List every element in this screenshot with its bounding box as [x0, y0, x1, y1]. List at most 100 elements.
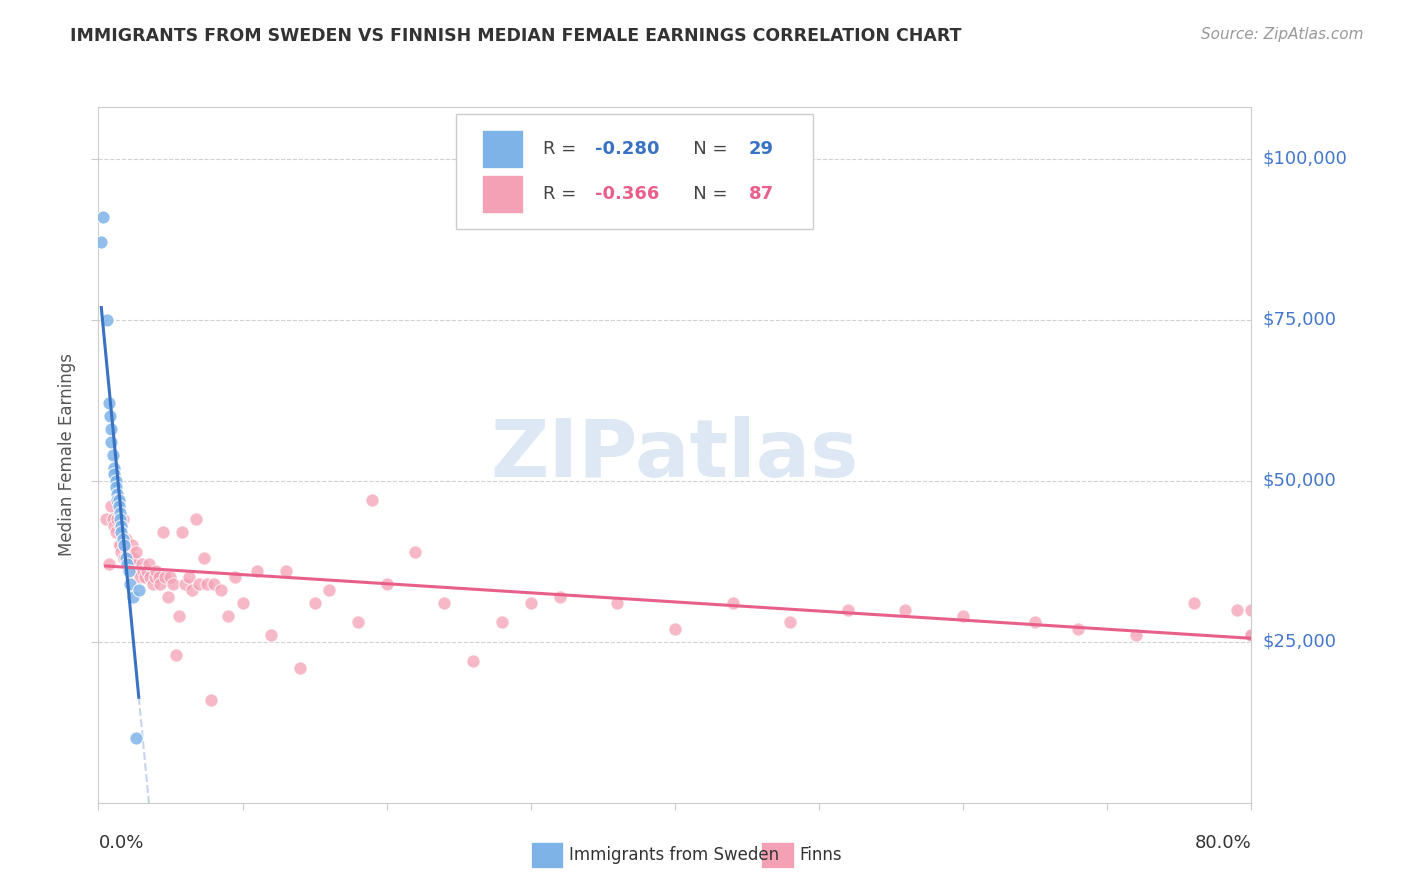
- Text: 0.0%: 0.0%: [98, 834, 143, 852]
- Point: [1240, 628, 1263, 642]
- Point: [664, 622, 686, 636]
- Text: $25,000: $25,000: [1263, 632, 1337, 651]
- Point: [193, 551, 215, 566]
- Point: [128, 564, 150, 578]
- Point: [108, 506, 131, 520]
- Point: [202, 576, 225, 591]
- Point: [108, 512, 131, 526]
- Point: [461, 654, 484, 668]
- Text: 87: 87: [748, 185, 773, 203]
- Y-axis label: Median Female Earnings: Median Female Earnings: [58, 353, 76, 557]
- Point: [100, 500, 122, 514]
- Point: [105, 486, 128, 500]
- Point: [107, 500, 129, 514]
- Point: [405, 544, 427, 558]
- Point: [122, 590, 145, 604]
- Point: [1024, 615, 1046, 630]
- Point: [181, 583, 204, 598]
- Point: [136, 564, 159, 578]
- Point: [361, 493, 384, 508]
- Point: [188, 576, 211, 591]
- Point: [97, 558, 120, 572]
- Point: [125, 544, 148, 558]
- Point: [96, 312, 118, 326]
- Point: [107, 538, 129, 552]
- Point: [318, 583, 340, 598]
- Point: [101, 512, 124, 526]
- Point: [200, 692, 222, 706]
- Point: [121, 538, 143, 552]
- Point: [721, 596, 744, 610]
- Point: [127, 564, 149, 578]
- Point: [100, 422, 122, 436]
- Text: N =: N =: [676, 185, 734, 203]
- Point: [139, 570, 162, 584]
- Point: [1240, 602, 1263, 616]
- Point: [186, 512, 208, 526]
- Point: [217, 609, 239, 624]
- Point: [112, 538, 135, 552]
- Point: [375, 576, 398, 591]
- Point: [290, 660, 312, 674]
- Point: [162, 576, 184, 591]
- Point: [104, 474, 127, 488]
- Point: [128, 583, 150, 598]
- Point: [112, 538, 135, 552]
- Point: [111, 512, 134, 526]
- Point: [491, 615, 513, 630]
- Text: -0.280: -0.280: [595, 140, 659, 158]
- Point: [548, 590, 571, 604]
- Point: [110, 518, 132, 533]
- Point: [120, 551, 142, 566]
- Point: [165, 648, 187, 662]
- Text: Immigrants from Sweden: Immigrants from Sweden: [569, 846, 779, 864]
- Point: [1226, 602, 1249, 616]
- Point: [97, 396, 120, 410]
- FancyBboxPatch shape: [762, 842, 793, 868]
- Point: [114, 551, 136, 566]
- Point: [131, 558, 153, 572]
- FancyBboxPatch shape: [530, 842, 562, 868]
- Point: [98, 409, 121, 424]
- Point: [118, 551, 141, 566]
- Point: [606, 596, 628, 610]
- Point: [103, 518, 125, 533]
- Text: Finns: Finns: [800, 846, 842, 864]
- Text: Source: ZipAtlas.com: Source: ZipAtlas.com: [1201, 27, 1364, 42]
- Point: [346, 615, 368, 630]
- Text: ZIPatlas: ZIPatlas: [491, 416, 859, 494]
- Text: N =: N =: [676, 140, 734, 158]
- Point: [132, 564, 155, 578]
- Point: [433, 596, 456, 610]
- Point: [174, 576, 197, 591]
- Point: [118, 564, 141, 578]
- Point: [103, 467, 125, 482]
- Point: [122, 551, 145, 566]
- Point: [148, 570, 170, 584]
- Point: [103, 460, 125, 475]
- FancyBboxPatch shape: [456, 114, 813, 229]
- Point: [90, 235, 112, 250]
- Point: [145, 564, 167, 578]
- Point: [100, 435, 122, 450]
- Point: [952, 609, 974, 624]
- Point: [110, 518, 132, 533]
- Point: [104, 525, 127, 540]
- Point: [117, 544, 138, 558]
- Point: [156, 590, 179, 604]
- Point: [152, 525, 174, 540]
- Point: [149, 576, 172, 591]
- Text: R =: R =: [544, 185, 582, 203]
- Point: [105, 493, 128, 508]
- Point: [120, 576, 142, 591]
- Point: [159, 570, 181, 584]
- Point: [143, 570, 166, 584]
- FancyBboxPatch shape: [482, 129, 523, 168]
- Text: $50,000: $50,000: [1263, 472, 1336, 490]
- Point: [114, 532, 136, 546]
- Point: [520, 596, 543, 610]
- Text: $75,000: $75,000: [1263, 310, 1337, 328]
- Text: $100,000: $100,000: [1263, 150, 1347, 168]
- Point: [142, 576, 165, 591]
- Point: [94, 512, 117, 526]
